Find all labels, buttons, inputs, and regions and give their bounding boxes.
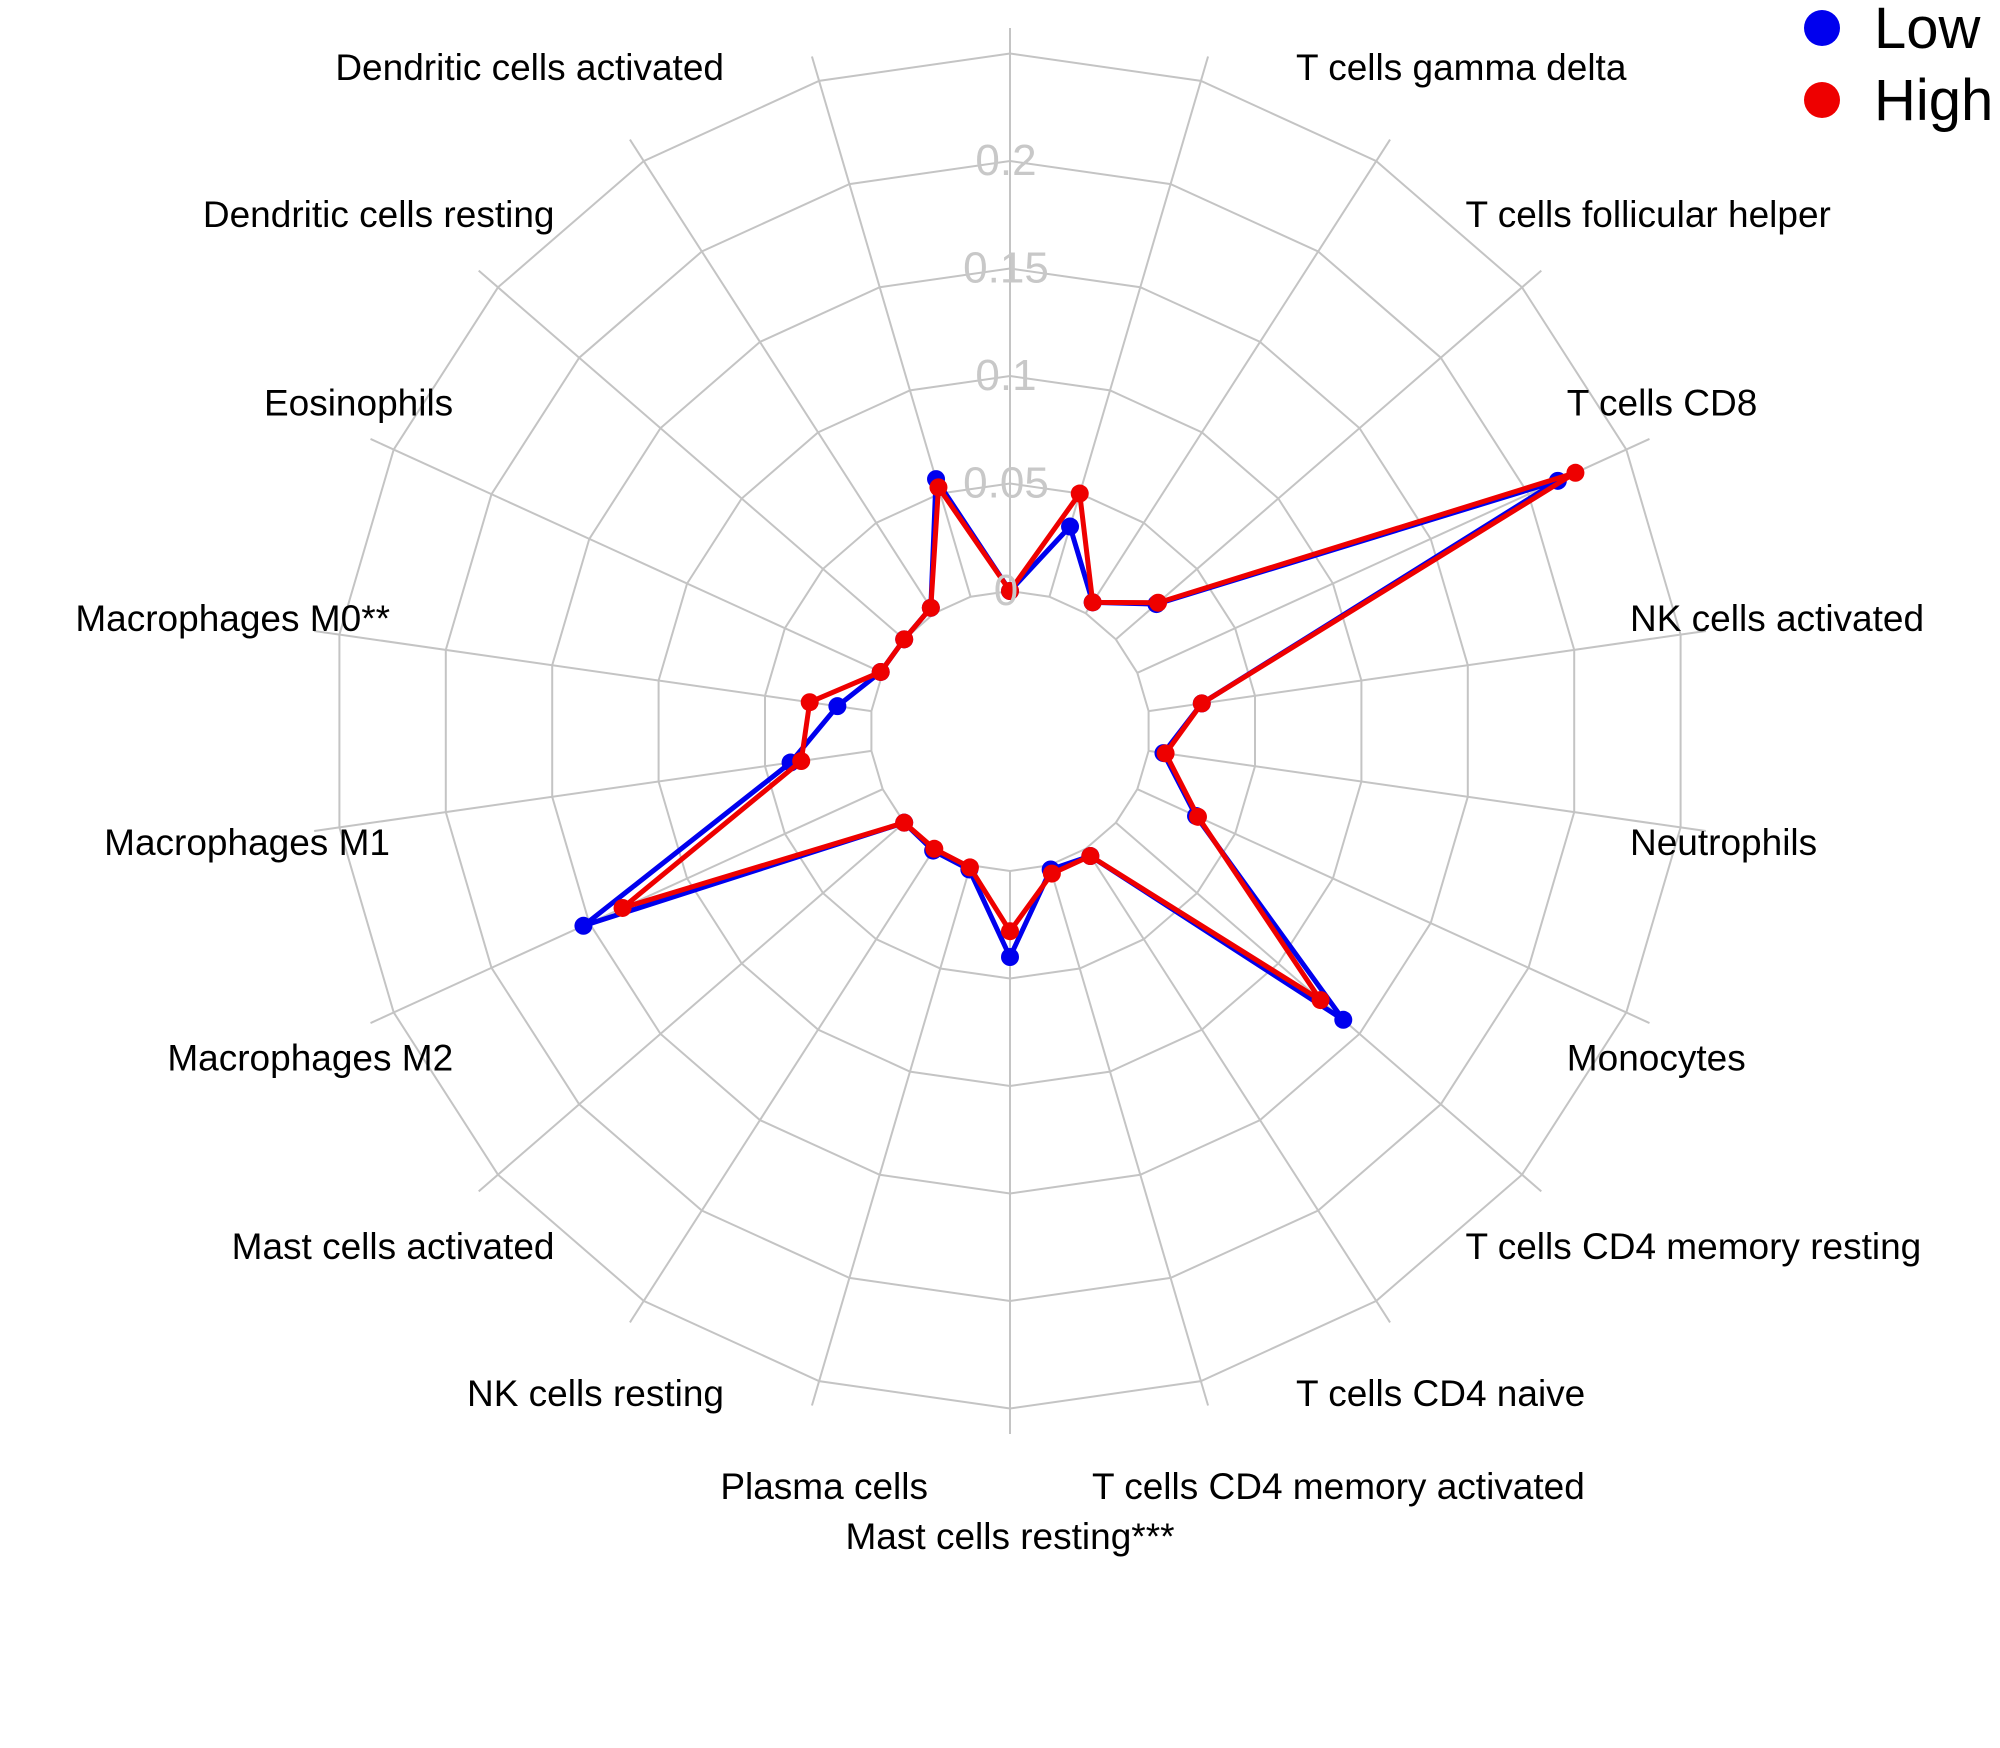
category-label: T cells gamma delta [1296,47,1627,88]
category-label: Neutrophils [1630,822,1817,863]
data-point-low [1334,1010,1353,1029]
spoke-line [1136,788,1650,1024]
spoke-line [1148,749,1706,833]
category-label: T cells CD8 [1567,383,1758,424]
legend-marker-high [1804,82,1840,118]
tick-label: 0 [994,566,1018,615]
data-point-high [1001,582,1019,600]
data-point-high [895,813,914,832]
data-point-high [1001,922,1019,941]
category-label: Monocytes [1567,1037,1746,1078]
data-point-high [895,630,914,649]
category-label: Eosinophils [264,383,453,424]
spoke-line [314,629,872,713]
legend: Low High [1804,0,1993,133]
category-label: Mast cells resting*** [845,1516,1174,1557]
legend-label-low: Low [1874,0,1982,61]
data-point-low [1001,948,1019,966]
tick-label: 0.1 [975,351,1036,400]
spoke-line [810,56,972,597]
category-label: Dendritic cells resting [203,194,555,235]
spoke-line [478,821,905,1193]
data-point-high [871,662,890,681]
data-point-high [1070,484,1089,503]
data-point-high [960,858,979,877]
data-point-high [1042,864,1061,883]
spoke-line [478,269,905,641]
data-point-high [1083,593,1102,612]
legend-label-high: High [1874,68,1993,133]
data-point-low [1061,517,1080,536]
data-point-high [1188,807,1207,826]
data-point-high [1081,847,1100,866]
data-point-high [800,693,819,712]
data-point-low [828,697,847,716]
data-point-high [1311,991,1330,1010]
legend-marker-low [1804,10,1840,46]
data-point-high [613,898,632,917]
spoke-line [1084,848,1391,1323]
category-label: Dendritic cells activated [335,47,724,88]
spoke-line [1048,865,1210,1406]
radar-series [574,463,1585,1029]
category-label: T cells follicular helper [1466,194,1831,235]
spoke-line [314,749,872,833]
category-label: NK cells resting [467,1373,724,1414]
category-label: Mast cells activated [232,1226,555,1267]
data-point-high [792,752,811,771]
spoke-line [370,438,884,674]
category-label: Macrophages M0** [75,598,390,639]
category-label: Macrophages M1 [104,822,390,863]
spoke-line [1148,629,1706,713]
data-point-high [1192,694,1211,713]
category-label: T cells CD4 memory activated [1092,1466,1585,1507]
data-point-high [1566,463,1585,482]
category-label: NK cells activated [1630,598,1924,639]
data-point-high [925,839,944,858]
category-label: T cells CD4 memory resting [1466,1226,1922,1267]
category-label: Plasma cells [720,1466,928,1507]
spoke-line [1048,56,1210,597]
data-point-high [1156,744,1175,763]
spoke-line [1115,821,1542,1193]
spoke-line [629,848,936,1323]
category-labels: B cells memoryT cells regulatory (Tregs)… [75,47,1924,1557]
spoke-line [1115,269,1542,641]
data-point-high [929,478,948,497]
spoke-line [629,139,936,614]
data-point-low [574,916,593,935]
radar-spokes [314,28,1706,1434]
data-point-high [1149,593,1168,612]
category-label: Macrophages M2 [167,1037,453,1078]
tick-label: 0.15 [963,244,1049,293]
tick-label: 0.05 [963,459,1049,508]
radial-axis-ticks: 0 0.05 0.1 0.15 0.2 [963,136,1049,615]
tick-label: 0.2 [975,136,1036,185]
category-label: T cells CD4 naive [1296,1373,1585,1414]
data-point-high [921,598,940,617]
spoke-line [1084,139,1391,614]
spoke-line [810,865,972,1406]
